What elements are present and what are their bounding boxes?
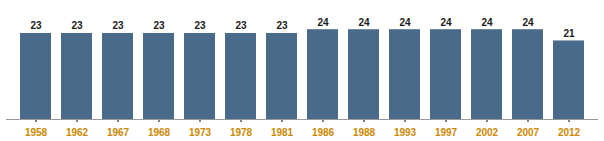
svg-text:23: 23 — [71, 20, 83, 31]
svg-text:24: 24 — [399, 17, 411, 28]
svg-text:1993: 1993 — [394, 127, 417, 138]
svg-text:1958: 1958 — [25, 127, 48, 138]
svg-text:2012: 2012 — [558, 127, 581, 138]
svg-text:23: 23 — [276, 20, 288, 31]
svg-text:24: 24 — [317, 17, 329, 28]
svg-text:1968: 1968 — [148, 127, 171, 138]
svg-text:23: 23 — [153, 20, 165, 31]
svg-text:1986: 1986 — [312, 127, 335, 138]
svg-text:23: 23 — [112, 20, 124, 31]
svg-text:21: 21 — [563, 28, 575, 39]
svg-text:1997: 1997 — [435, 127, 458, 138]
svg-text:24: 24 — [522, 17, 534, 28]
svg-text:24: 24 — [358, 17, 370, 28]
svg-text:1981: 1981 — [271, 127, 294, 138]
svg-text:2007: 2007 — [517, 127, 540, 138]
svg-text:23: 23 — [235, 20, 247, 31]
svg-text:2002: 2002 — [476, 127, 499, 138]
svg-text:23: 23 — [30, 20, 42, 31]
svg-text:1988: 1988 — [353, 127, 376, 138]
svg-text:23: 23 — [194, 20, 206, 31]
svg-text:24: 24 — [481, 17, 493, 28]
svg-text:1973: 1973 — [189, 127, 212, 138]
svg-text:24: 24 — [440, 17, 452, 28]
svg-text:1967: 1967 — [107, 127, 130, 138]
svg-text:1978: 1978 — [230, 127, 253, 138]
svg-text:1962: 1962 — [66, 127, 89, 138]
